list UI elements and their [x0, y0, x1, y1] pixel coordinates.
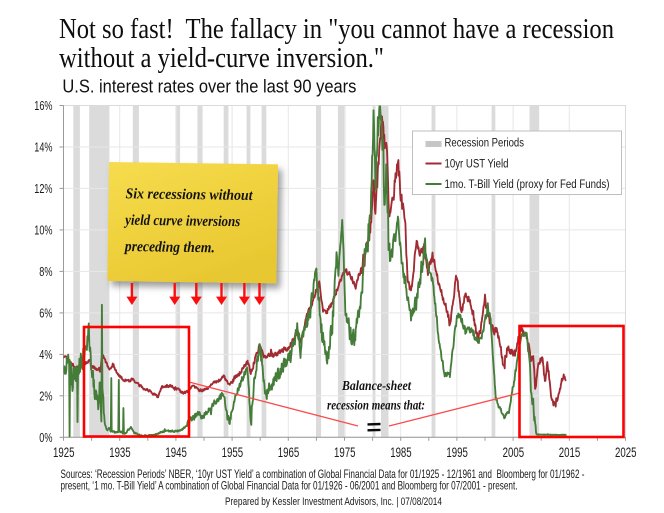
- svg-text:0%: 0%: [39, 430, 53, 445]
- svg-text:Six recessions without: Six recessions without: [125, 186, 253, 204]
- svg-text:1925: 1925: [53, 444, 75, 460]
- svg-text:2015: 2015: [559, 444, 581, 460]
- svg-text:2025: 2025: [615, 444, 637, 460]
- svg-text:1965: 1965: [278, 444, 300, 460]
- svg-text:present, ‘1 mo. T-Bill Yield’: present, ‘1 mo. T-Bill Yield’ A combinat…: [61, 478, 518, 492]
- svg-text:2%: 2%: [39, 388, 53, 403]
- svg-text:12%: 12%: [34, 181, 52, 196]
- svg-text:1945: 1945: [165, 444, 187, 460]
- svg-text:Recession Periods: Recession Periods: [445, 138, 525, 150]
- svg-text:Balance-sheet: Balance-sheet: [341, 379, 412, 394]
- svg-text:1mo. T-Bill Yield (proxy for F: 1mo. T-Bill Yield (proxy for Fed Funds): [445, 179, 610, 191]
- svg-text:8%: 8%: [39, 264, 53, 279]
- svg-text:preceding them.: preceding them.: [123, 239, 215, 256]
- svg-text:1935: 1935: [109, 444, 131, 460]
- svg-text:10%: 10%: [34, 223, 52, 238]
- svg-text:Prepared by Kessler Investment: Prepared by Kessler Investment Advisors,…: [225, 496, 442, 508]
- svg-text:Sources: ‘Recession Periods’ N: Sources: ‘Recession Periods’ NBER, ‘10yr…: [61, 467, 585, 481]
- svg-text:yield curve inversions: yield curve inversions: [123, 213, 240, 231]
- svg-text:1955: 1955: [222, 444, 244, 460]
- svg-text:1995: 1995: [446, 444, 468, 460]
- svg-text:U.S. interest rates over the l: U.S. interest rates over the last 90 yea…: [62, 75, 356, 96]
- svg-text:16%: 16%: [34, 98, 52, 113]
- svg-text:10yr UST Yield: 10yr UST Yield: [445, 158, 509, 170]
- svg-text:1985: 1985: [390, 444, 412, 460]
- svg-text:Not so fast! The fallacy in ": Not so fast! The fallacy in "you cannot …: [59, 13, 614, 45]
- svg-text:recession means that:: recession means that:: [327, 397, 425, 412]
- svg-text:1975: 1975: [334, 444, 356, 460]
- svg-text:2005: 2005: [503, 444, 525, 460]
- svg-text:14%: 14%: [34, 140, 52, 155]
- svg-text:4%: 4%: [39, 347, 53, 362]
- svg-text:without a yield-curve inversio: without a yield-curve inversion.": [59, 42, 384, 74]
- svg-text:6%: 6%: [39, 305, 53, 320]
